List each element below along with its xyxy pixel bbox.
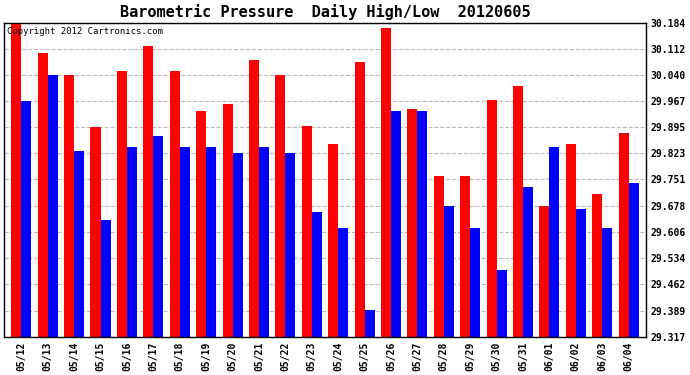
Bar — [170, 71, 179, 337]
Bar — [460, 176, 470, 337]
Title: Barometric Pressure  Daily High/Low  20120605: Barometric Pressure Daily High/Low 20120… — [119, 4, 530, 20]
Bar — [338, 228, 348, 337]
Bar — [391, 111, 401, 337]
Bar — [540, 206, 549, 337]
Bar — [153, 136, 164, 337]
Text: Copyright 2012 Cartronics.com: Copyright 2012 Cartronics.com — [8, 27, 164, 36]
Bar — [486, 100, 497, 337]
Bar — [355, 62, 364, 337]
Bar — [48, 75, 58, 337]
Bar — [575, 209, 586, 337]
Bar — [179, 147, 190, 337]
Bar — [275, 75, 286, 337]
Bar — [101, 220, 110, 337]
Bar — [196, 111, 206, 337]
Bar — [90, 128, 101, 337]
Bar — [434, 176, 444, 337]
Bar — [364, 310, 375, 337]
Bar — [64, 75, 74, 337]
Bar — [11, 23, 21, 337]
Bar — [513, 86, 523, 337]
Bar — [444, 206, 454, 337]
Bar — [592, 194, 602, 337]
Bar — [417, 111, 427, 337]
Bar — [259, 147, 269, 337]
Bar — [629, 183, 638, 337]
Bar — [233, 153, 243, 337]
Bar — [566, 144, 575, 337]
Bar — [117, 71, 127, 337]
Bar — [381, 28, 391, 337]
Bar — [302, 126, 312, 337]
Bar — [38, 53, 48, 337]
Bar — [602, 228, 612, 337]
Bar — [497, 270, 506, 337]
Bar — [549, 147, 560, 337]
Bar — [618, 133, 629, 337]
Bar — [74, 151, 84, 337]
Bar — [144, 46, 153, 337]
Bar — [127, 147, 137, 337]
Bar — [523, 187, 533, 337]
Bar — [407, 109, 417, 337]
Bar — [249, 60, 259, 337]
Bar — [222, 104, 233, 337]
Bar — [470, 228, 480, 337]
Bar — [206, 147, 216, 337]
Bar — [328, 144, 338, 337]
Bar — [312, 212, 322, 337]
Bar — [21, 101, 31, 337]
Bar — [286, 153, 295, 337]
